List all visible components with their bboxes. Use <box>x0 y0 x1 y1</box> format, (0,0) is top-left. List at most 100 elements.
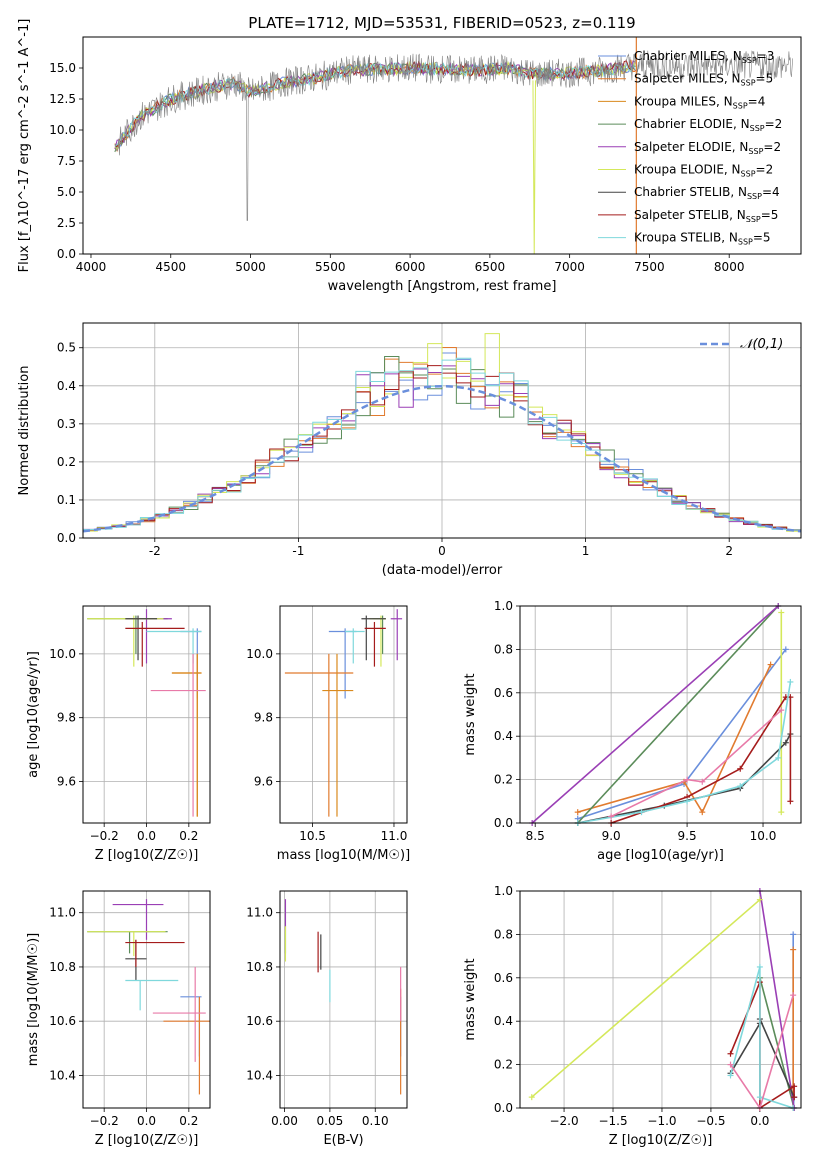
x-axis-label: (data-model)/error <box>382 563 503 578</box>
y-axis-label: mass [log10(M/M☉)] <box>26 933 41 1066</box>
x-tick-label: −0.2 <box>90 829 119 843</box>
y-tick-label: 11.0 <box>246 906 273 920</box>
y-tick-label: 11.0 <box>49 906 76 920</box>
panel-residuals: -2 -1 0 1 2 0.0 0.1 0.2 0.3 0.4 0.5 (data-model)/er… <box>17 322 802 578</box>
y-axis-label: Flux [f_λ10^-17 erg cm^-2 s^-1 A^-1] <box>17 19 32 273</box>
x-tick-label: 0.10 <box>362 1114 389 1128</box>
plot-area <box>284 609 403 817</box>
errorbar-point <box>361 615 386 661</box>
y-tick-label: 0.0 <box>494 1101 513 1115</box>
legend-label: Chabrier ELODIE, NSSP=2 <box>634 117 782 133</box>
x-tick-label: 10.0 <box>750 829 777 843</box>
x-tick-label: 0.0 <box>137 829 156 843</box>
axes-frame <box>519 890 802 1109</box>
axes-frame <box>519 605 802 824</box>
errorbar-point <box>152 966 206 1062</box>
x-tick-label: 6500 <box>475 260 506 274</box>
errorbar-point <box>180 996 202 1057</box>
x-axis-label: wavelength [Angstrom, rest frame] <box>328 279 557 294</box>
x-tick-label: 0.2 <box>179 829 198 843</box>
plot-area <box>528 888 798 1111</box>
errorbar-point <box>125 939 185 967</box>
panel-age_vs_Z: −0.2 0.0 0.2 9.6 9.8 10.0 Z [log10(Z/Z☉)] age [… <box>26 605 211 863</box>
x-tick-label: 0.2 <box>179 1114 198 1128</box>
x-axis-label: mass [log10(M/M☉)] <box>277 848 410 863</box>
panel-mass_vs_Z: −0.2 0.0 0.2 10.4 10.6 10.8 11.0 Z [log10(Z/Z☉)… <box>26 890 211 1148</box>
x-axis-label: Z [log10(Z/Z☉)] <box>95 1133 199 1148</box>
y-tick-label: 9.6 <box>254 775 273 789</box>
y-tick-label: 0.1 <box>57 493 76 507</box>
plot-area <box>87 899 210 1095</box>
legend-label: Chabrier STELIB, NSSP=4 <box>634 185 780 201</box>
x-tick-label: 0.00 <box>271 1114 298 1128</box>
weight-line <box>577 605 779 824</box>
y-axis-label: age [log10(age/yr)] <box>26 651 41 778</box>
errorbar-point <box>369 615 386 667</box>
x-tick-label: −2.0 <box>549 1114 578 1128</box>
axes-frame <box>279 890 408 1109</box>
plot-area <box>284 899 402 1095</box>
weight-line <box>759 977 795 1109</box>
x-tick-label: 9.0 <box>602 829 621 843</box>
legend-label: Salpeter ELODIE, NSSP=2 <box>634 140 781 156</box>
weight-line <box>531 605 779 824</box>
y-tick-label: 10.6 <box>246 1014 273 1028</box>
y-tick-label: 0.2 <box>494 1058 513 1072</box>
gaussian-curve <box>83 384 801 533</box>
panels: 4000 4500 5000 5500 6000 6500 7000 7500 8000 0.0 2… <box>17 19 802 1148</box>
weight-line <box>610 709 782 818</box>
x-axis-label: E(B-V) <box>323 1133 363 1148</box>
x-tick-label: 5000 <box>235 260 266 274</box>
x-tick-label: −1.5 <box>598 1114 627 1128</box>
axes-frame <box>82 890 211 1109</box>
weight-line <box>531 899 761 1098</box>
y-tick-label: 9.8 <box>57 711 76 725</box>
histogram-step <box>83 357 801 534</box>
x-tick-label: 4500 <box>155 260 186 274</box>
y-tick-label: 0.8 <box>494 927 513 941</box>
weight-line <box>729 966 794 1109</box>
errorbar-point <box>125 621 185 667</box>
y-tick-label: 5.0 <box>57 185 76 199</box>
errorbar-point <box>125 609 172 664</box>
errorbar-point <box>390 609 403 661</box>
legend-label: Chabrier MILES, NSSP=3 <box>634 49 774 65</box>
panel-age_vs_mass: 10.5 11.0 9.6 9.8 10.0 mass [log10(M/M☉)] <box>246 605 410 863</box>
x-tick-label: 8.5 <box>526 829 545 843</box>
weight-line <box>577 681 792 824</box>
model-line <box>114 61 636 147</box>
x-axis-label: age [log10(age/yr)] <box>597 848 724 863</box>
legend-label: Kroupa MILES, NSSP=4 <box>634 94 765 110</box>
model-line <box>532 80 536 254</box>
errorbar-point <box>150 653 206 817</box>
legend-label: 𝒩(0,1) <box>740 337 783 352</box>
weight-line <box>729 994 794 1110</box>
y-tick-label: 0.5 <box>57 341 76 355</box>
axes-frame <box>82 605 211 824</box>
y-tick-label: 0.2 <box>57 455 76 469</box>
axes-frame <box>279 605 408 824</box>
y-tick-label: 0.8 <box>494 642 513 656</box>
model-line <box>114 60 636 147</box>
plot-area <box>83 333 801 534</box>
y-tick-label: 0.4 <box>57 379 76 393</box>
weight-line <box>577 733 792 824</box>
x-tick-label: −1.0 <box>647 1114 676 1128</box>
x-tick-label: −0.2 <box>90 1114 119 1128</box>
plot-area <box>114 37 793 254</box>
errorbar-point <box>364 621 386 667</box>
y-tick-label: 1.0 <box>494 599 513 613</box>
y-tick-label: 2.5 <box>57 216 76 230</box>
x-tick-label: 0.0 <box>137 1114 156 1128</box>
legend-label: Kroupa STELIB, NSSP=5 <box>634 231 771 247</box>
x-tick-label: 5500 <box>315 260 346 274</box>
legend-label: Kroupa ELODIE, NSSP=2 <box>634 163 773 179</box>
x-tick-label: 0.05 <box>317 1114 344 1128</box>
weight-line <box>610 696 792 824</box>
errorbar-point <box>112 899 164 940</box>
y-tick-label: 0.0 <box>57 247 76 261</box>
y-tick-label: 15.0 <box>49 61 76 75</box>
x-tick-label: 4000 <box>76 260 107 274</box>
y-tick-label: 0.3 <box>57 417 76 431</box>
